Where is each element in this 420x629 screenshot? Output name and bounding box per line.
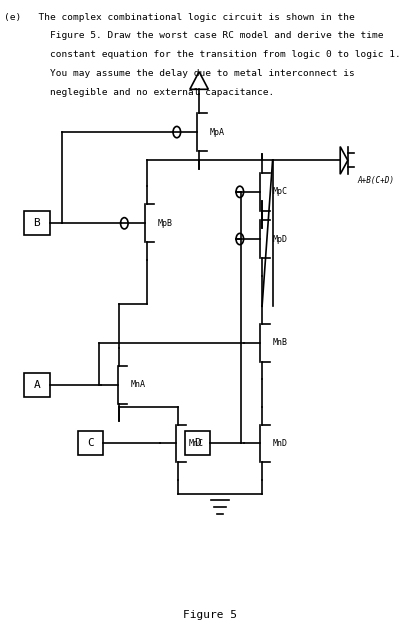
Text: A+B(C+D): A+B(C+D) — [357, 176, 394, 185]
Text: You may assume the delay due to metal interconnect is: You may assume the delay due to metal in… — [4, 69, 355, 78]
Circle shape — [121, 218, 128, 229]
Text: MnD: MnD — [273, 439, 288, 448]
Circle shape — [236, 233, 244, 245]
Bar — [78, 431, 103, 455]
Text: A: A — [34, 380, 40, 390]
Bar — [24, 373, 50, 397]
Text: MpA: MpA — [210, 128, 225, 136]
Text: MpC: MpC — [273, 187, 288, 196]
Text: D: D — [194, 438, 201, 448]
Text: Figure 5: Figure 5 — [183, 610, 237, 620]
Circle shape — [173, 126, 181, 138]
Text: B: B — [34, 218, 40, 228]
Bar — [24, 211, 50, 235]
Text: MpB: MpB — [158, 219, 173, 228]
Text: Figure 5. Draw the worst case RC model and derive the time: Figure 5. Draw the worst case RC model a… — [4, 31, 384, 40]
Text: MnC: MnC — [189, 439, 204, 448]
Bar — [185, 431, 210, 455]
Text: MpD: MpD — [273, 235, 288, 243]
Text: (e)   The complex combinational logic circuit is shown in the: (e) The complex combinational logic circ… — [4, 13, 355, 21]
Text: MnA: MnA — [130, 381, 145, 389]
Text: constant equation for the transition from logic 0 to logic 1.: constant equation for the transition fro… — [4, 50, 401, 59]
Circle shape — [236, 186, 244, 198]
Text: MnB: MnB — [273, 338, 288, 347]
Text: neglegible and no external capacitance.: neglegible and no external capacitance. — [4, 88, 274, 97]
Text: C: C — [87, 438, 94, 448]
